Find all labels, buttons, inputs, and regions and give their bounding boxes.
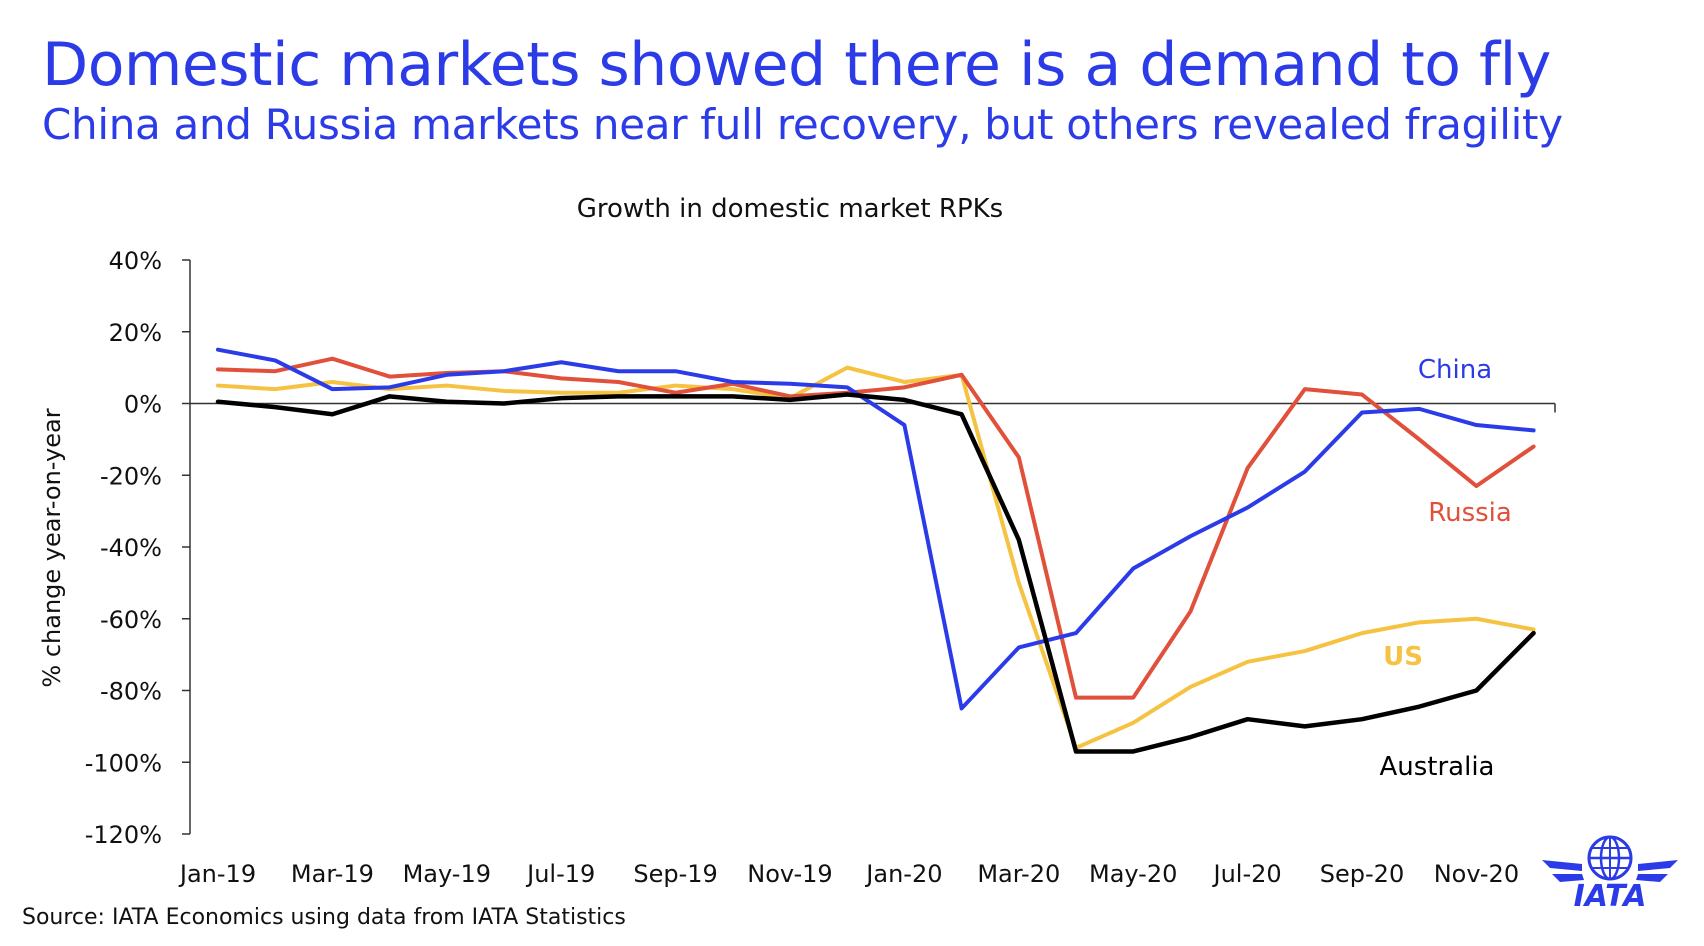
series-line-china [216, 347, 1536, 711]
x-tick-label: May-20 [1089, 860, 1177, 888]
x-tick-label: Mar-20 [977, 860, 1060, 888]
series-label-us: US [1383, 642, 1423, 672]
y-tick-label: -60% [100, 606, 162, 634]
y-tick-label: -80% [100, 678, 162, 706]
x-tick-label: Nov-19 [747, 860, 832, 888]
x-tick-label: Nov-20 [1434, 860, 1519, 888]
x-tick-label: May-19 [403, 860, 491, 888]
iata-logo-text: IATA [1574, 879, 1647, 914]
x-tick-label: Sep-20 [1320, 860, 1404, 888]
series-line-us [216, 365, 1536, 750]
y-axis-ticks: 40% 20% 0% -20% -40% -60% -80% -100% -120% [85, 247, 190, 849]
x-tick-label: Mar-19 [291, 860, 374, 888]
series-label-china: China [1418, 355, 1492, 385]
x-tick-label: Jul-19 [525, 860, 595, 888]
chart-title: Growth in domestic market RPKs [577, 194, 1003, 224]
y-tick-label: -20% [100, 462, 162, 490]
y-axis-title: % change year-on-year [38, 408, 66, 687]
y-tick-label: 20% [109, 319, 162, 347]
headline: Domestic markets showed there is a deman… [42, 30, 1551, 100]
series-label-australia: Australia [1379, 752, 1494, 782]
subheadline: China and Russia markets near full recov… [42, 100, 1563, 149]
series-line-australia [215, 392, 1536, 754]
x-tick-label: Jan-19 [178, 860, 256, 888]
source-note: Source: IATA Economics using data from I… [22, 905, 626, 930]
x-tick-label: Jul-20 [1212, 860, 1282, 888]
x-tick-label: Jan-20 [864, 860, 942, 888]
y-tick-label: -100% [85, 749, 162, 777]
globe-icon [1542, 835, 1678, 882]
y-tick-label: -120% [85, 821, 162, 849]
iata-logo: IATA [1542, 835, 1678, 914]
series-lines [215, 347, 1536, 754]
axes [189, 260, 1556, 834]
x-axis-ticks: Jan-19 Mar-19 May-19 Jul-19 Sep-19 Nov-19 Jan-… [178, 860, 1519, 888]
y-tick-label: -40% [100, 534, 162, 562]
y-tick-label: 40% [109, 247, 162, 275]
series-label-russia: Russia [1428, 498, 1512, 528]
y-tick-label: 0% [124, 391, 162, 419]
x-tick-label: Sep-19 [633, 860, 717, 888]
series-labels: China Russia US Australia [1379, 355, 1511, 782]
series-line-russia [216, 356, 1536, 700]
